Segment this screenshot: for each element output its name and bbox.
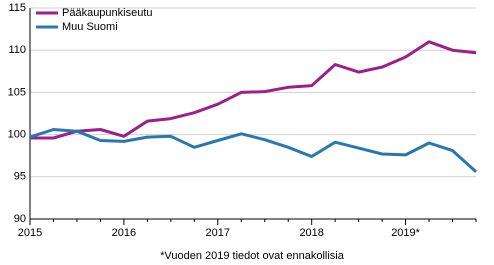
x-tick-label: 2017 xyxy=(206,227,230,239)
x-tick-label: 2016 xyxy=(112,227,136,239)
x-tick-label: 2018 xyxy=(299,227,323,239)
footnote: *Vuoden 2019 tiedot ovat ennakollisia xyxy=(160,250,345,262)
legend-label: Pääkaupunkiseutu xyxy=(62,7,153,19)
y-tick-label: 90 xyxy=(14,213,26,225)
legend-label: Muu Suomi xyxy=(62,21,118,33)
y-tick-label: 115 xyxy=(8,2,26,14)
x-tick-label: 2015 xyxy=(18,227,42,239)
y-tick-label: 100 xyxy=(8,129,26,141)
y-tick-label: 105 xyxy=(8,86,26,98)
series-line xyxy=(30,40,477,140)
y-tick-label: 95 xyxy=(14,171,26,183)
y-tick-label: 110 xyxy=(8,44,26,56)
series-line xyxy=(29,128,478,173)
x-tick-label: 2019* xyxy=(391,227,420,239)
